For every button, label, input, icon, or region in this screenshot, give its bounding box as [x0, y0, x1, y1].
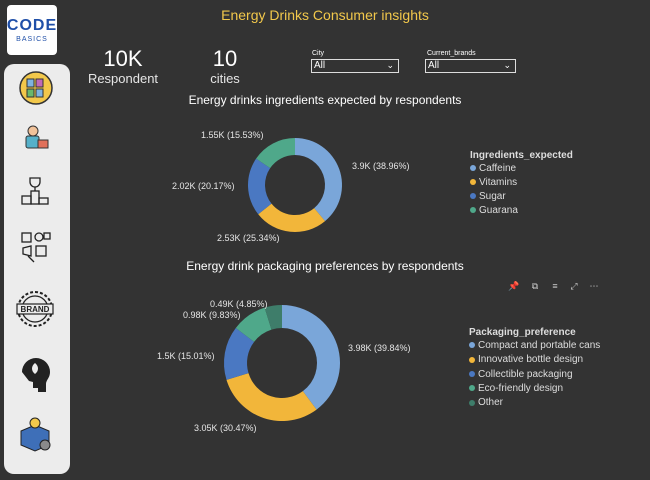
copy-icon[interactable]: ⧉ — [531, 281, 539, 291]
ingredients-slice-guarana[interactable] — [256, 138, 295, 169]
packaging-data-label: 3.98K (39.84%) — [348, 343, 411, 353]
packaging-legend-item[interactable]: Innovative bottle design — [469, 354, 583, 365]
chevron-down-icon: ⌄ — [503, 60, 511, 70]
city-filter-label: City — [312, 50, 325, 57]
packaging-legend-item[interactable]: Eco-friendly design — [469, 383, 563, 394]
svg-text:BRAND: BRAND — [21, 305, 50, 314]
brands-filter-label: Current_brands — [427, 50, 476, 57]
chevron-down-icon: ⌄ — [386, 60, 394, 70]
legend-dot-icon — [469, 385, 475, 392]
focus-mode-icon[interactable]: ⤢ — [570, 281, 578, 291]
more-options-icon[interactable]: ⋯ — [589, 281, 599, 291]
city-dropdown[interactable]: All ⌄ — [311, 59, 399, 73]
legend-label: Sugar — [479, 191, 506, 202]
packaging-legend-item[interactable]: Compact and portable cans — [469, 340, 600, 351]
brands-dropdown-value: All — [428, 60, 440, 71]
packaging-slice-collectible-packaging[interactable] — [223, 327, 255, 380]
legend-label: Compact and portable cans — [478, 340, 601, 351]
shopper-icon[interactable] — [25, 125, 49, 149]
kpi-respondent-label: Respondent — [87, 71, 159, 86]
ingredients-data-label: 3.9K (38.96%) — [352, 161, 410, 171]
legend-label: Caffeine — [479, 163, 517, 174]
packaging-slice-innovative-bottle-design[interactable] — [226, 373, 317, 421]
filter-icon[interactable]: ≡ — [552, 281, 558, 291]
packaging-chart-title: Energy drink packaging preferences by re… — [186, 259, 464, 273]
logo-sub-text: BASICS — [16, 35, 48, 43]
podium-icon[interactable] — [21, 177, 49, 205]
ingredients-chart-title: Energy drinks ingredients expected by re… — [188, 93, 462, 107]
city-dropdown-value: All — [314, 60, 326, 71]
packaging-legend-item[interactable]: Collectible packaging — [469, 369, 573, 380]
ingredients-legend-item[interactable]: Guarana — [470, 205, 518, 216]
ingredients-slice-sugar[interactable] — [247, 158, 272, 215]
legend-dot-icon — [469, 342, 475, 349]
legend-dot-icon — [470, 207, 476, 214]
legend-label: Guarana — [479, 205, 518, 216]
brand-icon[interactable]: BRAND — [16, 291, 54, 327]
ingredients-data-label: 1.55K (15.53%) — [201, 130, 264, 140]
legend-label: Innovative bottle design — [478, 354, 584, 366]
legend-dot-icon — [470, 165, 476, 172]
pin-icon[interactable]: 📌 — [508, 281, 520, 291]
marketing-icon[interactable] — [21, 232, 51, 263]
legend-label: Vitamins — [479, 177, 518, 188]
logo-main-text: CODE — [6, 16, 58, 34]
kpi-respondent-value: 10K — [103, 46, 143, 71]
kpi-cities-label: cities — [210, 71, 240, 86]
packaging-slice-other[interactable] — [264, 305, 282, 330]
ingredients-legend-item[interactable]: Sugar — [470, 191, 506, 202]
packaging-legend-title: Packaging_preference — [469, 327, 576, 338]
packaging-legend-item[interactable]: Other — [469, 397, 503, 408]
legend-dot-icon — [470, 193, 476, 200]
legend-dot-icon — [469, 356, 475, 363]
ingredients-legend-item[interactable]: Caffeine — [470, 163, 516, 174]
bottles-icon[interactable] — [19, 71, 53, 105]
legend-label: Collectible packaging — [478, 368, 573, 380]
legend-label: Other — [478, 397, 504, 409]
brands-dropdown[interactable]: All ⌄ — [425, 59, 516, 73]
packaging-data-label: 0.98K (9.83%) — [183, 310, 241, 320]
packaging-slice-compact-and-portable-cans[interactable] — [282, 305, 340, 410]
packaging-data-label: 1.5K (15.01%) — [157, 351, 215, 361]
legend-dot-icon — [469, 370, 475, 377]
legend-label: Eco-friendly design — [478, 382, 564, 394]
legend-dot-icon — [469, 399, 475, 406]
ingredients-legend-title: Ingredients_expected — [470, 150, 573, 161]
packaging-data-label: 0.49K (4.85%) — [210, 299, 268, 309]
box-gear-icon[interactable] — [20, 417, 51, 452]
legend-dot-icon — [470, 179, 476, 186]
page-title: Energy Drinks Consumer insights — [221, 7, 429, 23]
ingredients-data-label: 2.53K (25.34%) — [217, 233, 280, 243]
head-idea-icon[interactable] — [22, 358, 50, 392]
packaging-slice-eco-friendly-design[interactable] — [235, 307, 272, 342]
packaging-data-label: 3.05K (30.47%) — [194, 423, 257, 433]
kpi-cities-value: 10 — [212, 46, 238, 71]
ingredients-slice-caffeine[interactable] — [295, 138, 342, 222]
ingredients-data-label: 2.02K (20.17%) — [172, 181, 235, 191]
codebasics-logo: CODE BASICS — [7, 5, 57, 55]
ingredients-legend-item[interactable]: Vitamins — [470, 177, 517, 188]
ingredients-slice-vitamins[interactable] — [258, 203, 326, 232]
